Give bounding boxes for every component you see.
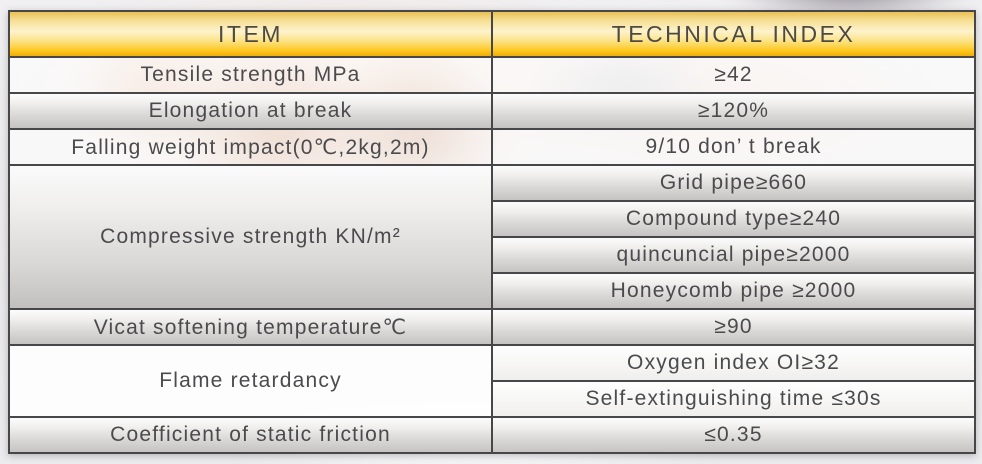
- item-cell-merged: Compressive strength KN/m²: [8, 164, 493, 310]
- table-row: Tensile strength MPa ≥42: [8, 56, 976, 94]
- item-cell: Vicat softening temperature℃: [8, 308, 493, 346]
- item-cell: Falling weight impact(0℃,2kg,2m): [8, 128, 493, 166]
- index-cell: Honeycomb pipe ≥2000: [491, 272, 976, 310]
- technical-index-header-cell: TECHNICAL INDEX: [491, 10, 976, 58]
- item-cell-merged: Flame retardancy: [8, 344, 493, 418]
- table-row: Compressive strength KN/m² Grid pipe≥660: [8, 164, 976, 310]
- index-cell: 9/10 don’ t break: [491, 128, 976, 166]
- table-row: Elongation at break ≥120%: [8, 92, 976, 130]
- index-cell: ≥120%: [491, 92, 976, 130]
- technical-index-table: ITEM TECHNICAL INDEX Tensile strength MP…: [8, 10, 976, 454]
- index-cell: Self-extinguishing time ≤30s: [491, 380, 976, 418]
- item-cell: Coefficient of static friction: [8, 416, 493, 454]
- table-row: Falling weight impact(0℃,2kg,2m) 9/10 do…: [8, 128, 976, 166]
- index-cell: ≥42: [491, 56, 976, 94]
- table-row: Self-extinguishing time ≤30s: [9, 380, 976, 418]
- header-row: ITEM TECHNICAL INDEX: [8, 10, 976, 58]
- table-row: Compound type≥240: [9, 200, 976, 238]
- index-cell: ≤0.35: [491, 416, 976, 454]
- item-cell: Tensile strength MPa: [8, 56, 493, 94]
- table-row: Vicat softening temperature℃ ≥90: [8, 308, 976, 346]
- item-header-cell: ITEM: [8, 10, 493, 58]
- table-row: Honeycomb pipe ≥2000: [9, 272, 976, 310]
- index-cell: Oxygen index OI≥32: [491, 344, 976, 382]
- table-row: Coefficient of static friction ≤0.35: [8, 416, 976, 454]
- index-cell: Grid pipe≥660: [491, 164, 976, 202]
- table-row: Flame retardancy Oxygen index OI≥32: [8, 344, 976, 418]
- index-cell: ≥90: [491, 308, 976, 346]
- index-cell: Compound type≥240: [491, 200, 976, 238]
- index-cell: quincuncial pipe≥2000: [491, 236, 976, 274]
- item-cell: Elongation at break: [8, 92, 493, 130]
- table-row: quincuncial pipe≥2000: [9, 236, 976, 274]
